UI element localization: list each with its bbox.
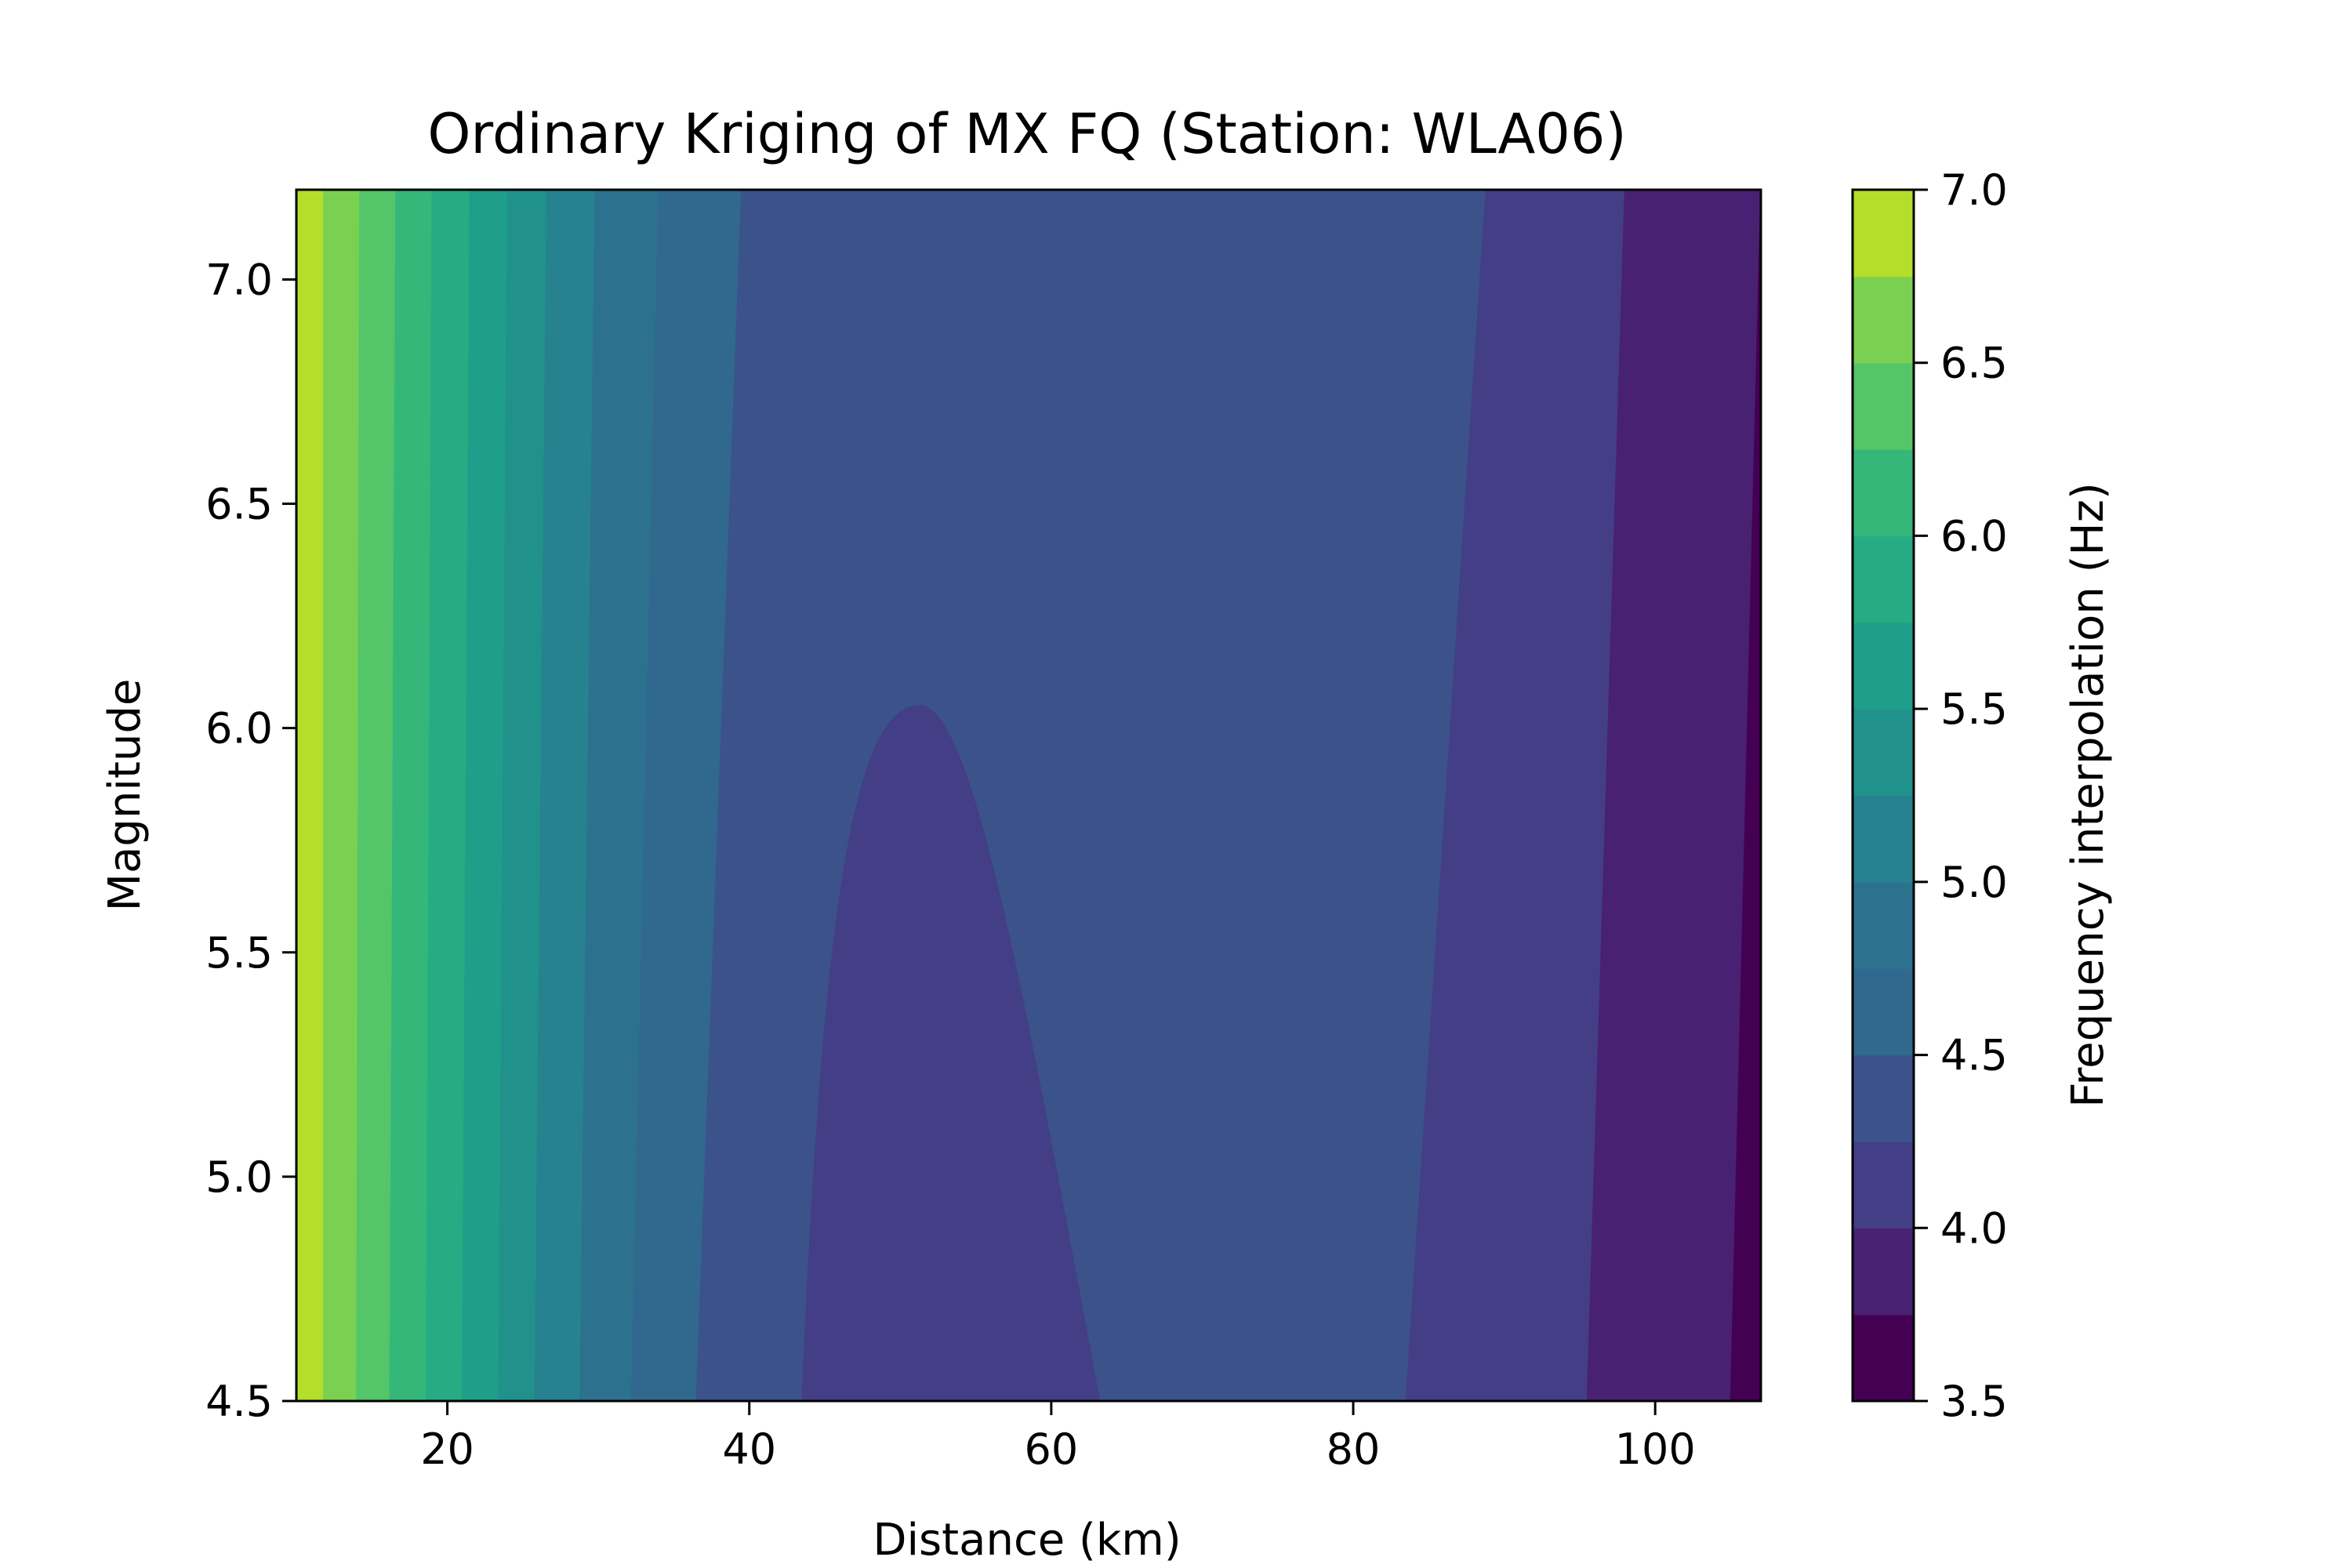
colorbar-swatch xyxy=(1853,276,1914,364)
x-tick-label: 20 xyxy=(420,1425,474,1474)
x-tick-label: 60 xyxy=(1025,1425,1079,1474)
colorbar-swatch xyxy=(1853,1228,1914,1316)
colorbar-swatch xyxy=(1853,535,1914,623)
colorbar-tick-label: 4.0 xyxy=(1940,1203,2008,1253)
colorbar-swatch xyxy=(1853,709,1914,797)
colorbar-tick-label: 5.5 xyxy=(1940,684,2008,734)
colorbar-tick-label: 5.0 xyxy=(1940,858,2008,907)
colorbar-tick-label: 3.5 xyxy=(1940,1377,2008,1426)
contour-band-0 xyxy=(296,189,325,1402)
contour-band-3 xyxy=(389,189,434,1402)
y-tick-label: 5.0 xyxy=(205,1152,273,1202)
colorbar-swatch xyxy=(1853,968,1914,1056)
contour-band-1 xyxy=(322,189,361,1402)
x-tick-label: 100 xyxy=(1615,1425,1696,1474)
y-tick-label: 5.5 xyxy=(205,928,273,978)
colorbar-swatch xyxy=(1853,622,1914,710)
colorbar-swatch xyxy=(1853,1141,1914,1229)
contour-lobe xyxy=(801,705,1101,1402)
y-tick-label: 4.5 xyxy=(205,1377,273,1426)
x-axis-label: Distance (km) xyxy=(873,1515,1181,1566)
y-tick-label: 7.0 xyxy=(205,255,273,304)
plot-area xyxy=(296,189,1762,1402)
colorbar-tick-label: 4.5 xyxy=(1940,1031,2008,1080)
y-tick-label: 6.5 xyxy=(205,480,273,529)
colorbar-frame xyxy=(1851,188,1915,1403)
colorbar-swatch xyxy=(1853,795,1914,883)
x-tick-label: 80 xyxy=(1327,1425,1381,1474)
colorbar-tick-label: 6.5 xyxy=(1940,339,2008,388)
y-tick-label: 6.0 xyxy=(205,704,273,753)
colorbar-swatch xyxy=(1853,1314,1914,1402)
colorbar xyxy=(1853,190,1914,1402)
colorbar-tick-label: 6.0 xyxy=(1940,511,2008,561)
colorbar-swatch xyxy=(1853,190,1914,278)
colorbar-tick-label: 7.0 xyxy=(1940,165,2008,215)
colorbar-swatch xyxy=(1853,449,1914,537)
colorbar-ticks: 3.5 4.0 4.5 5.0 5.5 6.0 6.5 7.0 xyxy=(1914,165,2008,1426)
colorbar-swatch xyxy=(1853,1054,1914,1142)
chart-title: Ordinary Kriging of MX FQ (Station: WLA0… xyxy=(427,102,1626,166)
colorbar-swatch xyxy=(1853,362,1914,450)
contour-band-2 xyxy=(356,189,397,1402)
colorbar-swatch xyxy=(1853,881,1914,970)
plot-frame xyxy=(295,188,1762,1403)
y-axis-label: Magnitude xyxy=(100,679,151,912)
x-axis-ticks: 20 40 60 80 100 xyxy=(420,1401,1696,1474)
y-axis-ticks: 4.5 5.0 5.5 6.0 6.5 7.0 xyxy=(205,255,296,1426)
colorbar-label: Frequency interpolation (Hz) xyxy=(2063,482,2114,1108)
x-tick-label: 40 xyxy=(722,1425,776,1474)
